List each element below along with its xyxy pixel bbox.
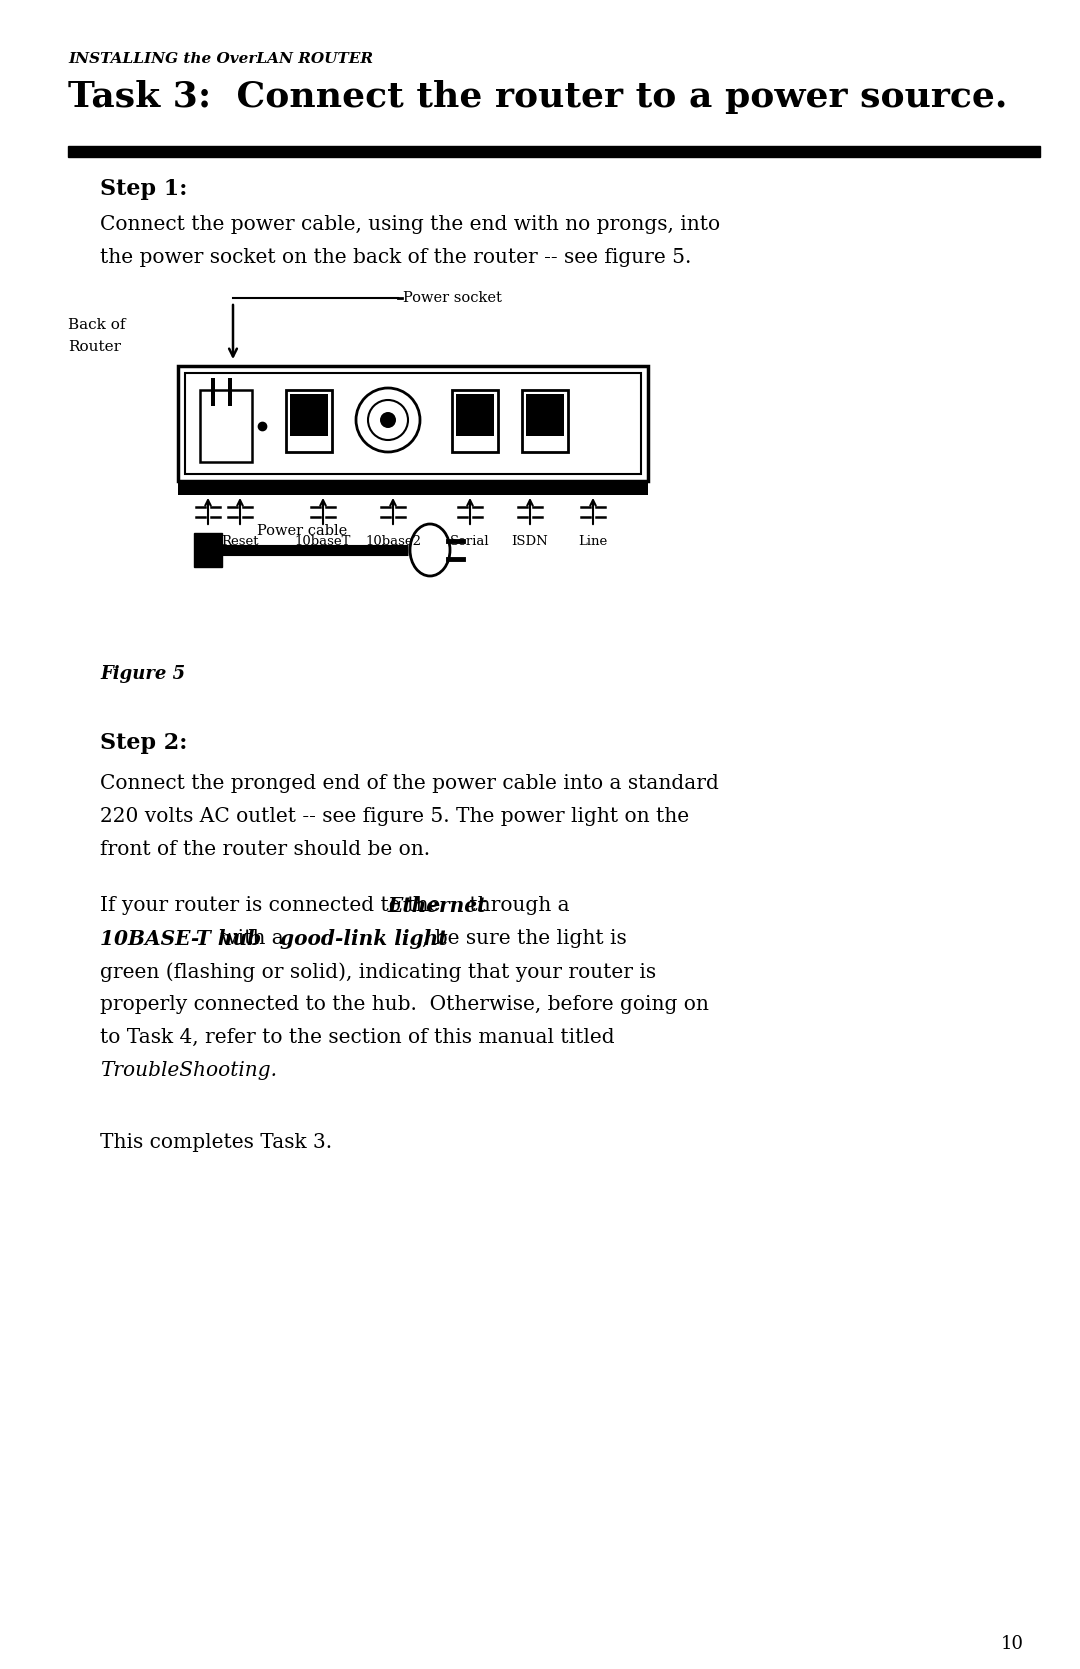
Text: Power cable: Power cable [257, 524, 347, 537]
Text: 10base2: 10base2 [365, 536, 421, 547]
Bar [178, 481, 648, 491]
Ellipse shape [410, 524, 450, 576]
Bar [453, 391, 498, 452]
Text: ISDN: ISDN [512, 536, 549, 547]
Text: to Task 4, refer to the section of this manual titled: to Task 4, refer to the section of this … [100, 1028, 615, 1046]
Text: 10: 10 [1000, 1636, 1024, 1652]
Bar [456, 394, 494, 447]
Text: Power socket: Power socket [403, 290, 502, 305]
Bar [178, 366, 648, 481]
Bar [456, 436, 494, 447]
Circle shape [380, 412, 396, 427]
Circle shape [356, 387, 420, 452]
Bar [526, 436, 564, 447]
Text: Ethernet: Ethernet [387, 896, 486, 916]
Bar [200, 391, 252, 462]
Text: Back of: Back of [68, 319, 125, 332]
Text: Line: Line [579, 536, 608, 547]
Text: the power socket on the back of the router -- see figure 5.: the power socket on the back of the rout… [100, 249, 691, 267]
Text: Figure 5: Figure 5 [100, 664, 185, 683]
Text: green (flashing or solid), indicating that your router is: green (flashing or solid), indicating th… [100, 961, 657, 981]
Text: 10baseT: 10baseT [295, 536, 351, 547]
Text: front of the router should be on.: front of the router should be on. [100, 840, 430, 860]
Text: TroubleShooting.: TroubleShooting. [100, 1061, 276, 1080]
Bar [286, 391, 332, 452]
Bar [185, 372, 642, 474]
Text: , be sure the light is: , be sure the light is [422, 930, 626, 948]
Bar [228, 377, 232, 406]
Text: Task 3:  Connect the router to a power source.: Task 3: Connect the router to a power so… [68, 80, 1008, 113]
Bar [211, 377, 215, 406]
Bar [522, 391, 568, 452]
Text: This completes Task 3.: This completes Task 3. [100, 1133, 333, 1152]
Circle shape [368, 401, 408, 441]
Text: Step 2:: Step 2: [100, 733, 187, 754]
Text: Serial: Serial [450, 536, 490, 547]
Bar [178, 491, 648, 496]
Text: 10BASE-T hub: 10BASE-T hub [100, 930, 261, 950]
Bar [526, 394, 564, 447]
Text: Connect the power cable, using the end with no prongs, into: Connect the power cable, using the end w… [100, 215, 720, 234]
Text: Step 1:: Step 1: [100, 179, 187, 200]
Bar [194, 532, 222, 567]
Bar [291, 436, 328, 447]
Text: Router: Router [68, 340, 121, 354]
Text: 220 volts AC outlet -- see figure 5. The power light on the: 220 volts AC outlet -- see figure 5. The… [100, 808, 689, 826]
Text: If your router is connected to the: If your router is connected to the [100, 896, 447, 915]
Text: INSTALLING the OverLAN ROUTER: INSTALLING the OverLAN ROUTER [68, 52, 373, 67]
Text: good-link light: good-link light [280, 930, 447, 950]
Text: properly connected to the hub.  Otherwise, before going on: properly connected to the hub. Otherwise… [100, 995, 708, 1015]
Bar [68, 145, 1040, 157]
Text: with a: with a [214, 930, 291, 948]
Text: Reset: Reset [221, 536, 259, 547]
Text: through a: through a [463, 896, 569, 915]
Bar [291, 394, 328, 447]
Text: Connect the pronged end of the power cable into a standard: Connect the pronged end of the power cab… [100, 774, 719, 793]
